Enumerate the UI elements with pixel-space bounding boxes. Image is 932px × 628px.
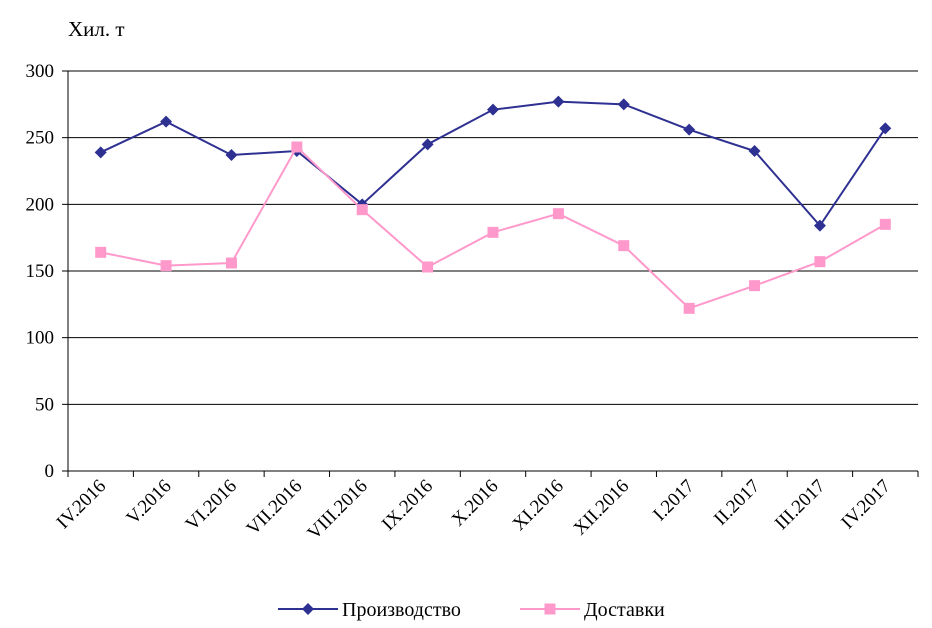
series-Доставки xyxy=(95,141,891,314)
data-point xyxy=(487,226,499,238)
data-point xyxy=(552,95,565,108)
data-point xyxy=(302,603,314,615)
series-layer xyxy=(94,95,892,314)
data-point xyxy=(552,208,564,220)
data-point xyxy=(544,603,556,615)
legend-item: Доставки xyxy=(520,599,665,621)
x-tick-label: XII.2016 xyxy=(570,476,634,540)
gridlines xyxy=(68,70,918,405)
x-tick-label: IV.2016 xyxy=(53,476,111,534)
y-tick-label: 200 xyxy=(26,194,55,215)
data-point xyxy=(879,122,892,135)
x-tick-label: VII.2016 xyxy=(243,476,307,540)
data-point xyxy=(422,261,434,273)
y-tick-label: 100 xyxy=(26,328,55,349)
data-point xyxy=(225,257,237,269)
x-tick-label: IV.2017 xyxy=(837,476,895,534)
data-point xyxy=(748,145,761,157)
axes xyxy=(62,70,919,477)
data-point xyxy=(487,103,499,116)
y-tick-label: 300 xyxy=(26,61,55,82)
series-Производство xyxy=(94,95,892,232)
x-tick-label: I.2017 xyxy=(649,476,699,526)
data-point xyxy=(94,146,107,159)
data-point xyxy=(95,246,107,258)
x-tick-label: VI.2016 xyxy=(182,476,241,535)
x-tick-label: III.2017 xyxy=(771,476,830,535)
legend-label: Производство xyxy=(342,599,461,621)
y-tick-label: 0 xyxy=(45,461,55,482)
legend-label: Доставки xyxy=(584,599,665,621)
data-point xyxy=(814,256,826,268)
legend: Производство Доставки xyxy=(278,599,665,621)
y-unit-label: Хил. т xyxy=(68,17,125,41)
data-point xyxy=(879,218,891,230)
data-point xyxy=(225,149,238,161)
x-tick-label: XI.2016 xyxy=(509,476,568,535)
data-point xyxy=(683,302,695,314)
data-point xyxy=(160,260,172,272)
y-tick-label: 150 xyxy=(26,261,55,282)
data-point xyxy=(356,204,368,216)
legend-item: Производство xyxy=(278,599,461,621)
data-point xyxy=(749,280,761,292)
y-tick-label: 50 xyxy=(35,394,54,415)
x-tick-label: IX.2016 xyxy=(378,476,437,535)
x-tick-label: II.2017 xyxy=(710,476,764,530)
data-point xyxy=(291,141,303,153)
data-point xyxy=(421,138,434,151)
data-point xyxy=(683,123,696,136)
y-tick-labels: 0 50 100 150 200 250 300 xyxy=(26,61,55,482)
series-line xyxy=(100,100,887,228)
y-tick-label: 250 xyxy=(26,128,55,149)
x-tick-label: VIII.2016 xyxy=(304,476,372,544)
data-point xyxy=(618,240,630,252)
data-point xyxy=(813,219,826,232)
data-point xyxy=(160,115,173,128)
x-tick-label: V.2016 xyxy=(123,476,176,529)
x-tick-label: X.2016 xyxy=(448,476,503,531)
data-point xyxy=(617,98,630,111)
